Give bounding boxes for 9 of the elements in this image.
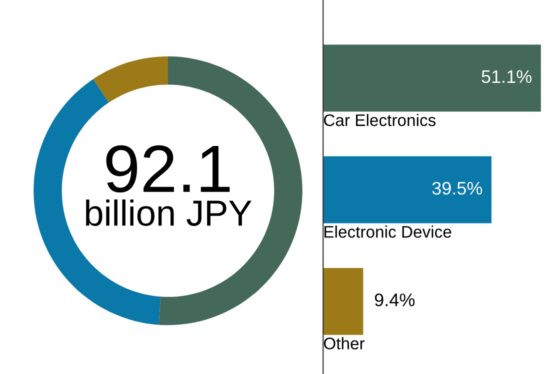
y-tick-label: Car Electronics bbox=[324, 114, 436, 126]
y-tick-label: Other bbox=[324, 337, 365, 350]
text: billion JPY bbox=[86, 199, 252, 226]
data-label: 51.1% bbox=[482, 70, 532, 83]
data-label: 39.5% bbox=[432, 182, 482, 195]
data-label: 9.4% bbox=[374, 293, 415, 306]
text: 92.1 bbox=[106, 145, 230, 193]
donut-slice bbox=[93, 56, 168, 103]
y-tick-label: Electronic Device bbox=[324, 226, 452, 238]
